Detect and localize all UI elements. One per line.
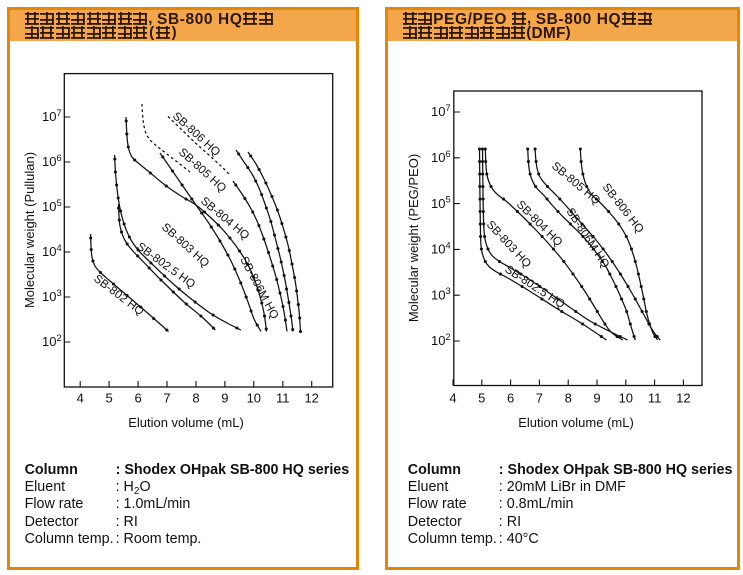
svg-text:103: 103 xyxy=(42,288,62,304)
svg-text:9: 9 xyxy=(221,391,228,406)
svg-text:SB-806M HQ: SB-806M HQ xyxy=(237,254,281,321)
svg-text:105: 105 xyxy=(431,195,451,211)
svg-text:11: 11 xyxy=(276,391,290,406)
svg-text:12: 12 xyxy=(676,391,690,406)
svg-text:8: 8 xyxy=(565,391,572,406)
svg-text:5: 5 xyxy=(105,391,112,406)
svg-text:9: 9 xyxy=(593,391,600,406)
svg-text:4: 4 xyxy=(77,391,84,406)
svg-text:10: 10 xyxy=(247,391,261,406)
svg-text:4: 4 xyxy=(449,391,456,406)
svg-text:7: 7 xyxy=(536,391,543,406)
svg-text:SB-804 HQ: SB-804 HQ xyxy=(514,198,565,249)
svg-text:105: 105 xyxy=(42,198,62,214)
svg-text:104: 104 xyxy=(431,240,451,256)
svg-text:SB-806 HQ: SB-806 HQ xyxy=(600,181,647,236)
svg-text:104: 104 xyxy=(42,243,62,259)
svg-text:SB-806M HQ: SB-806M HQ xyxy=(563,206,611,271)
svg-text:5: 5 xyxy=(478,391,485,406)
svg-text:Elution volume (mL): Elution volume (mL) xyxy=(128,415,244,430)
svg-text:106: 106 xyxy=(42,153,62,169)
svg-text:SB-806 HQ: SB-806 HQ xyxy=(170,110,223,159)
svg-text:12: 12 xyxy=(304,391,318,406)
svg-text:7: 7 xyxy=(163,391,170,406)
svg-text:103: 103 xyxy=(431,286,451,302)
svg-text:SB-802.5 HQ: SB-802.5 HQ xyxy=(502,263,567,311)
svg-text:Elution volume (mL): Elution volume (mL) xyxy=(518,415,634,430)
svg-text:102: 102 xyxy=(42,333,62,349)
svg-text:SB-805 HQ: SB-805 HQ xyxy=(549,159,603,207)
svg-text:SB-802 HQ: SB-802 HQ xyxy=(91,272,146,318)
svg-text:Molecular weight (Pullulan): Molecular weight (Pullulan) xyxy=(22,152,37,308)
svg-text:107: 107 xyxy=(42,108,62,124)
svg-text:6: 6 xyxy=(507,391,514,406)
svg-text:10: 10 xyxy=(619,391,633,406)
svg-text:11: 11 xyxy=(648,391,662,406)
svg-text:Molecular weight (PEG/PEO): Molecular weight (PEG/PEO) xyxy=(406,154,421,322)
svg-text:106: 106 xyxy=(431,149,451,165)
svg-text:107: 107 xyxy=(431,103,451,119)
svg-text:6: 6 xyxy=(134,391,141,406)
svg-text:102: 102 xyxy=(431,332,451,348)
svg-text:8: 8 xyxy=(192,391,199,406)
